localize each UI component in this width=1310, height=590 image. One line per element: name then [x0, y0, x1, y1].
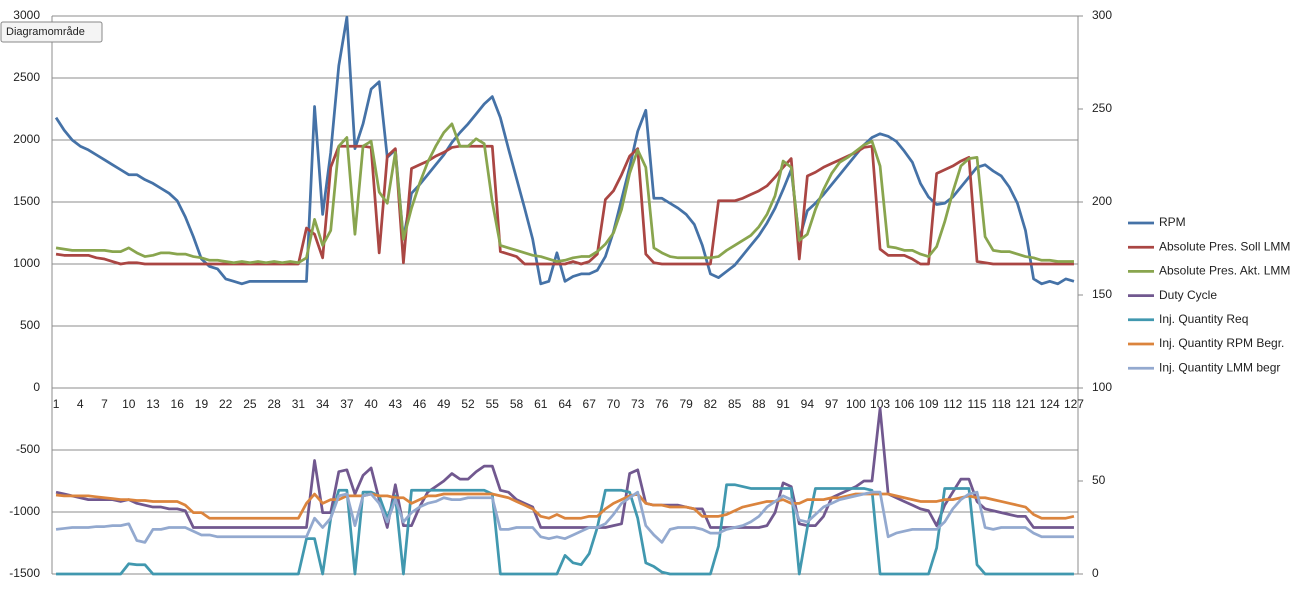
x-tick-label: 76: [655, 397, 669, 411]
x-tick-label: 28: [267, 397, 281, 411]
y-tick-label: -500: [16, 442, 40, 456]
x-tick-label: 85: [728, 397, 742, 411]
x-tick-label: 112: [943, 397, 962, 411]
y-tick-label: 0: [33, 380, 40, 394]
y-tick-label: 2500: [13, 70, 40, 84]
y-tick-label: 3000: [13, 8, 40, 22]
x-tick-label: 52: [461, 397, 475, 411]
tooltip-box: [0, 21, 103, 43]
y-tick-label: 1500: [13, 194, 40, 208]
x-tick-label: 67: [583, 397, 597, 411]
legend-label: Duty Cycle: [1159, 288, 1217, 302]
legend-label: Inj. Quantity Req: [1159, 312, 1248, 326]
x-tick-label: 19: [195, 397, 209, 411]
x-tick-label: 34: [316, 397, 330, 411]
legend-label: Inj. Quantity RPM Begr.: [1159, 336, 1284, 350]
tooltip: Diagramområde: [0, 21, 103, 43]
plot: [54, 15, 1075, 576]
x-tick-label: 10: [122, 397, 136, 411]
x-tick-label: 100: [846, 397, 866, 411]
y-tick-label: -1500: [9, 566, 40, 580]
x-tick-label: 127: [1064, 397, 1084, 411]
x-tick-label: 124: [1040, 397, 1060, 411]
x-tick-label: 103: [870, 397, 890, 411]
legend-label: RPM: [1159, 215, 1186, 229]
y2-tick-label: 250: [1092, 101, 1112, 115]
y-tick-label: 500: [20, 318, 40, 332]
x-tick-label: 22: [219, 397, 233, 411]
y2-tick-label: 150: [1092, 287, 1112, 301]
y-tick-label: 1000: [13, 256, 40, 270]
x-tick-label: 106: [894, 397, 914, 411]
y-tick-label: -1000: [9, 504, 40, 518]
series-line: [55, 122, 1074, 265]
x-tick-label: 115: [967, 397, 986, 411]
x-tick-label: 13: [146, 397, 160, 411]
x-tick-label: 43: [389, 397, 403, 411]
x-tick-label: 31: [292, 397, 306, 411]
y-tick-label: 2000: [13, 132, 40, 146]
x-tick-label: 37: [340, 397, 354, 411]
series-line: [55, 490, 1074, 544]
x-tick-label: 64: [558, 397, 572, 411]
x-tick-label: 121: [1015, 397, 1035, 411]
x-tick-label: 40: [364, 397, 378, 411]
x-tick-label: 7: [101, 397, 108, 411]
x-tick-label: 109: [919, 397, 939, 411]
series-line: [55, 407, 1074, 529]
y2-tick-label: 200: [1092, 194, 1112, 208]
x-tick-label: 118: [992, 397, 1011, 411]
x-tick-label: 79: [680, 397, 694, 411]
x-tick-label: 97: [825, 397, 839, 411]
y2-tick-label: 0: [1092, 566, 1099, 580]
x-tick-label: 58: [510, 397, 524, 411]
legend: RPM Absolute Pres. Soll LMM Absolute Pres.…: [1128, 215, 1290, 374]
y2-tick-label: 50: [1092, 473, 1106, 487]
series-line: [54, 15, 1075, 286]
x-tick-label: 82: [704, 397, 718, 411]
series-line: [56, 483, 1074, 576]
y2-tick-label: 300: [1092, 8, 1112, 22]
x-tick-label: 4: [77, 397, 84, 411]
x-tick-label: 1: [53, 397, 60, 411]
x-tick-label: 91: [776, 397, 790, 411]
legend-label: Absolute Pres. Akt. LMM: [1159, 264, 1290, 278]
x-tick-label: 94: [801, 397, 815, 411]
legend-label: Inj. Quantity LMM begr: [1159, 360, 1280, 374]
series-line: [55, 144, 1074, 266]
x-tick-label: 70: [607, 397, 621, 411]
x-tick-label: 46: [413, 397, 427, 411]
x-tick-label: 49: [437, 397, 451, 411]
x-tick-label: 88: [752, 397, 766, 411]
legend-label: Absolute Pres. Soll LMM: [1159, 239, 1290, 253]
y2-tick-label: 100: [1092, 380, 1112, 394]
x-tick-label: 16: [171, 397, 185, 411]
x-tick-label: 55: [486, 397, 500, 411]
series-line: [55, 492, 1075, 520]
tooltip-text: Diagramområde: [6, 26, 85, 38]
x-tick-label: 25: [243, 397, 257, 411]
x-tick-label: 73: [631, 397, 645, 411]
x-tick-label: 61: [534, 397, 548, 411]
